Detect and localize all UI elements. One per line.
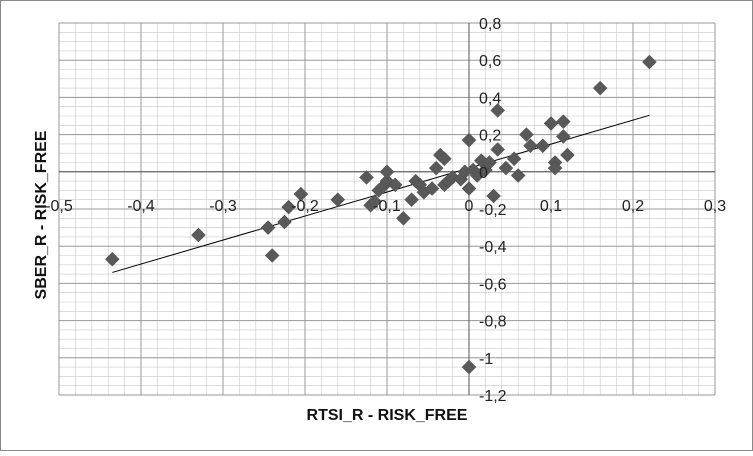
data-point xyxy=(367,194,383,209)
y-tick-label: -0,2 xyxy=(479,202,507,219)
data-point xyxy=(510,168,526,183)
data-point xyxy=(461,181,477,196)
data-point xyxy=(428,160,444,176)
data-point xyxy=(191,227,206,243)
data-point xyxy=(592,80,608,96)
y-tick-label: -0,8 xyxy=(479,314,507,331)
data-point xyxy=(523,138,538,154)
y-tick-label: -0,6 xyxy=(479,276,507,293)
data-point xyxy=(543,116,559,131)
tick-labels: -0,5 -0,4 -0,3 -0,2 -0,1 0 0,1 0,2 0,3 0,8 0,6 0,4 0… xyxy=(45,16,726,405)
data-point xyxy=(330,192,346,208)
data-point xyxy=(424,181,440,196)
x-tick-label: 0,2 xyxy=(622,198,644,215)
data-point xyxy=(519,127,534,142)
data-points xyxy=(104,54,657,375)
data-point xyxy=(490,103,506,118)
data-point xyxy=(555,129,571,144)
data-point xyxy=(396,210,411,226)
y-tick-label: 0,6 xyxy=(479,53,501,70)
data-point xyxy=(264,248,280,263)
x-tick-label: -0,1 xyxy=(373,198,401,215)
y-tick-label: 0,8 xyxy=(479,16,501,33)
data-point xyxy=(260,220,276,235)
data-point xyxy=(104,251,120,267)
x-tick-label: 0,3 xyxy=(704,198,726,215)
data-point xyxy=(486,188,501,204)
data-point xyxy=(281,199,296,215)
y-tick-label: -1 xyxy=(479,351,493,368)
x-tick-label: 0,1 xyxy=(540,198,562,215)
x-tick-label: -0,2 xyxy=(291,198,319,215)
data-point xyxy=(642,54,657,70)
data-point xyxy=(555,114,571,129)
y-axis-title: SBER_R - RISK_FREE xyxy=(33,130,50,299)
data-point xyxy=(293,186,309,202)
data-point xyxy=(461,132,477,148)
data-point xyxy=(535,138,551,154)
gridlines xyxy=(58,22,716,396)
data-point xyxy=(359,170,374,185)
data-point xyxy=(404,192,419,208)
x-axis-title: RTSI_R - RISK_FREE xyxy=(307,407,468,424)
x-tick-label: 0 xyxy=(465,198,474,215)
data-point xyxy=(437,151,452,167)
y-tick-label: -0,4 xyxy=(479,239,507,256)
y-tick-label: -1,2 xyxy=(479,388,507,405)
data-point xyxy=(560,147,575,163)
y-tick-label: 0 xyxy=(479,165,488,182)
data-point xyxy=(547,160,563,176)
data-point xyxy=(461,359,477,375)
x-tick-label: -0,4 xyxy=(127,198,155,215)
data-point xyxy=(490,142,506,157)
data-point xyxy=(387,177,403,193)
data-point xyxy=(482,155,497,170)
y-tick-label: 0,2 xyxy=(479,128,501,145)
x-tick-label: -0,5 xyxy=(45,198,73,215)
data-point xyxy=(506,151,522,167)
x-tick-label: -0,3 xyxy=(209,198,237,215)
data-point xyxy=(379,164,395,180)
data-point xyxy=(498,160,514,176)
y-tick-label: 0,4 xyxy=(479,90,501,107)
data-point xyxy=(277,214,292,230)
